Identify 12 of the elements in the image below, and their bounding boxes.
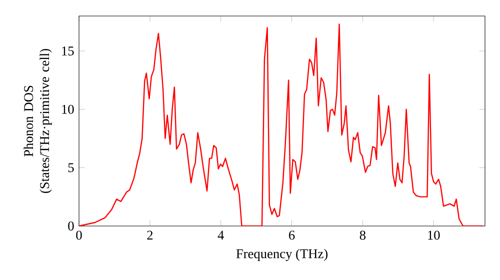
x-axis-title: Frequency (THz) [236, 248, 328, 261]
y-axis-title: Phonon DOS (States/THz·primitive cell) [24, 49, 52, 193]
y-tick-label: 10 [62, 104, 74, 114]
y-tick-label: 0 [68, 222, 74, 230]
x-tick-label: 4 [218, 230, 224, 240]
x-tick-label: 6 [288, 230, 295, 240]
x-tick-label: 8 [360, 230, 366, 240]
x-tick-label: 2 [147, 230, 153, 240]
x-tick-label: 10 [428, 230, 440, 240]
x-tick-label: 0 [76, 230, 82, 240]
y-tick-label: 5 [68, 163, 74, 172]
y-tick-label: 15 [62, 46, 74, 56]
